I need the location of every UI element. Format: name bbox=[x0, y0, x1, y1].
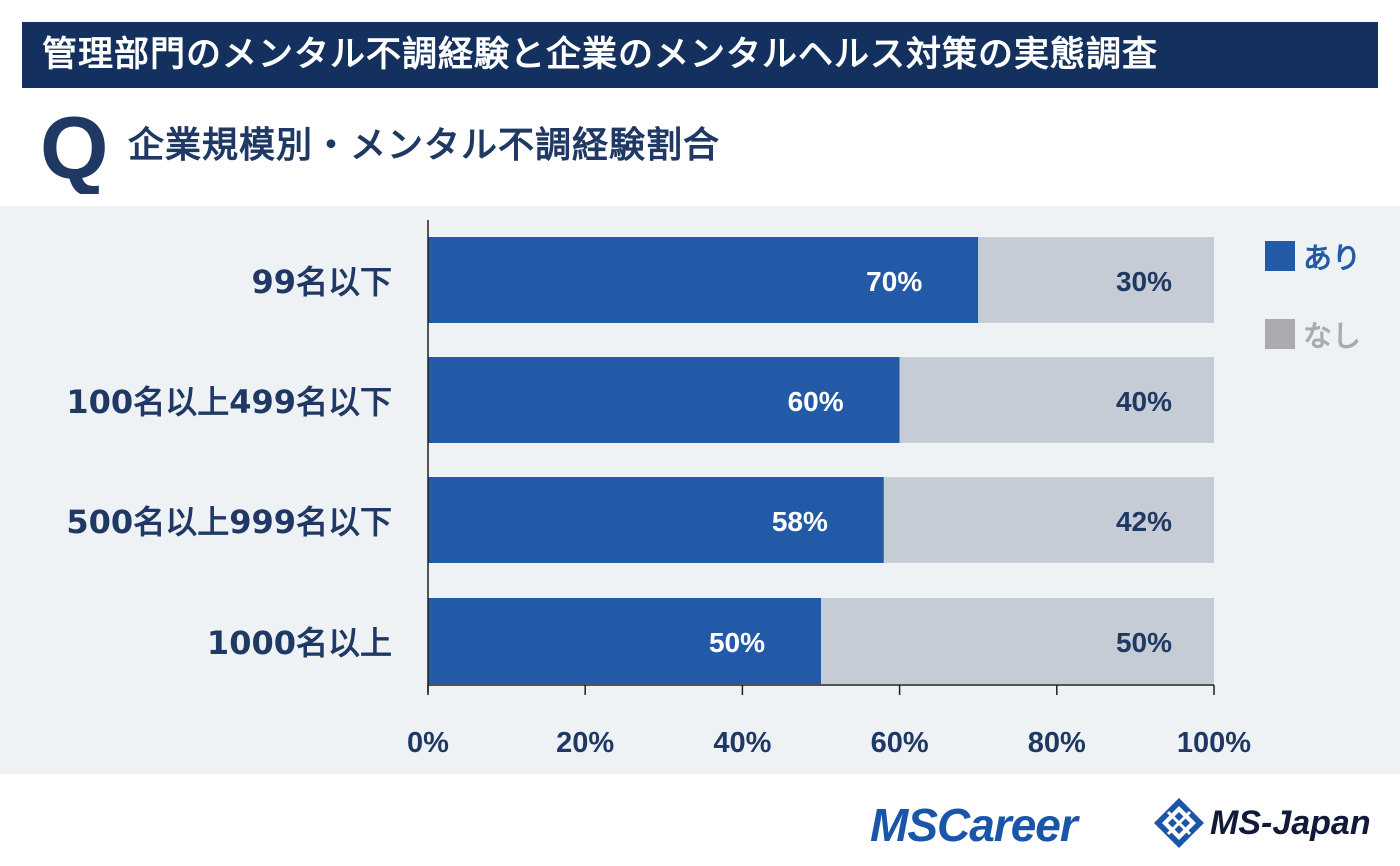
bar-ari-3 bbox=[428, 598, 821, 684]
data-label-nashi-1: 40% bbox=[1116, 386, 1172, 417]
footer-logos: MSCareer MS-Japan bbox=[0, 774, 1400, 866]
legend-swatch-nashi bbox=[1265, 319, 1295, 349]
category-label-1: 100名以上499名以下 bbox=[66, 383, 392, 421]
legend-item-ari: あり bbox=[1265, 236, 1361, 276]
category-label-3: 1000名以上 bbox=[207, 624, 392, 662]
x-tick-label-2: 40% bbox=[713, 727, 771, 759]
msjapan-diamond-icon bbox=[1154, 798, 1204, 848]
bar-ari-1 bbox=[428, 357, 900, 443]
bars-layer bbox=[428, 237, 1214, 684]
bar-nashi-3 bbox=[821, 598, 1214, 684]
data-label-nashi-3: 50% bbox=[1116, 627, 1172, 658]
x-tick-label-4: 80% bbox=[1028, 727, 1086, 759]
labels-layer: 70% 30% 99名以下 60% 40% 100名以上499名以下 58% 42% 500名以… bbox=[66, 263, 1251, 759]
x-tick-label-0: 0% bbox=[407, 727, 449, 759]
data-label-nashi-2: 42% bbox=[1116, 506, 1172, 537]
data-label-ari-3: 50% bbox=[709, 627, 765, 658]
page-title: 管理部門のメンタル不調経験と企業のメンタルヘルス対策の実態調査 bbox=[42, 35, 1159, 75]
x-tick-label-5: 100% bbox=[1177, 727, 1251, 759]
bar-nashi-1 bbox=[899, 357, 1214, 443]
legend-label-ari: あり bbox=[1303, 241, 1362, 275]
x-tick-label-3: 60% bbox=[871, 727, 929, 759]
axes-layer bbox=[427, 220, 1215, 695]
mscareer-logo: MSCareer bbox=[870, 799, 1078, 851]
stacked-bar-chart: 70% 30% 99名以下 60% 40% 100名以上499名以下 58% 42% 500名以… bbox=[66, 220, 1251, 759]
category-label-0: 99名以下 bbox=[251, 263, 392, 301]
bar-ari-2 bbox=[428, 477, 884, 563]
data-label-ari-1: 60% bbox=[788, 386, 844, 417]
legend-swatch-ari bbox=[1265, 241, 1295, 271]
data-label-ari-2: 58% bbox=[772, 506, 828, 537]
q-mark-text: Q bbox=[40, 104, 108, 194]
title-banner: 管理部門のメンタル不調経験と企業のメンタルヘルス対策の実態調査 bbox=[22, 22, 1378, 88]
data-label-ari-0: 70% bbox=[866, 266, 922, 297]
legend-label-nashi: なし bbox=[1303, 319, 1362, 353]
question-title: 企業規模別・メンタル不調経験割合 bbox=[128, 125, 721, 166]
x-tick-label-1: 20% bbox=[556, 727, 614, 759]
bar-nashi-2 bbox=[883, 477, 1214, 563]
legend-item-nashi: なし bbox=[1265, 314, 1361, 354]
bar-ari-0 bbox=[428, 237, 979, 323]
msjapan-logo: MS-Japan bbox=[1210, 804, 1371, 842]
bar-nashi-0 bbox=[978, 237, 1214, 323]
category-label-2: 500名以上999名以下 bbox=[66, 503, 392, 541]
q-icon: Q bbox=[40, 104, 108, 194]
data-label-nashi-0: 30% bbox=[1116, 266, 1172, 297]
legend: あり なし bbox=[1265, 236, 1361, 392]
